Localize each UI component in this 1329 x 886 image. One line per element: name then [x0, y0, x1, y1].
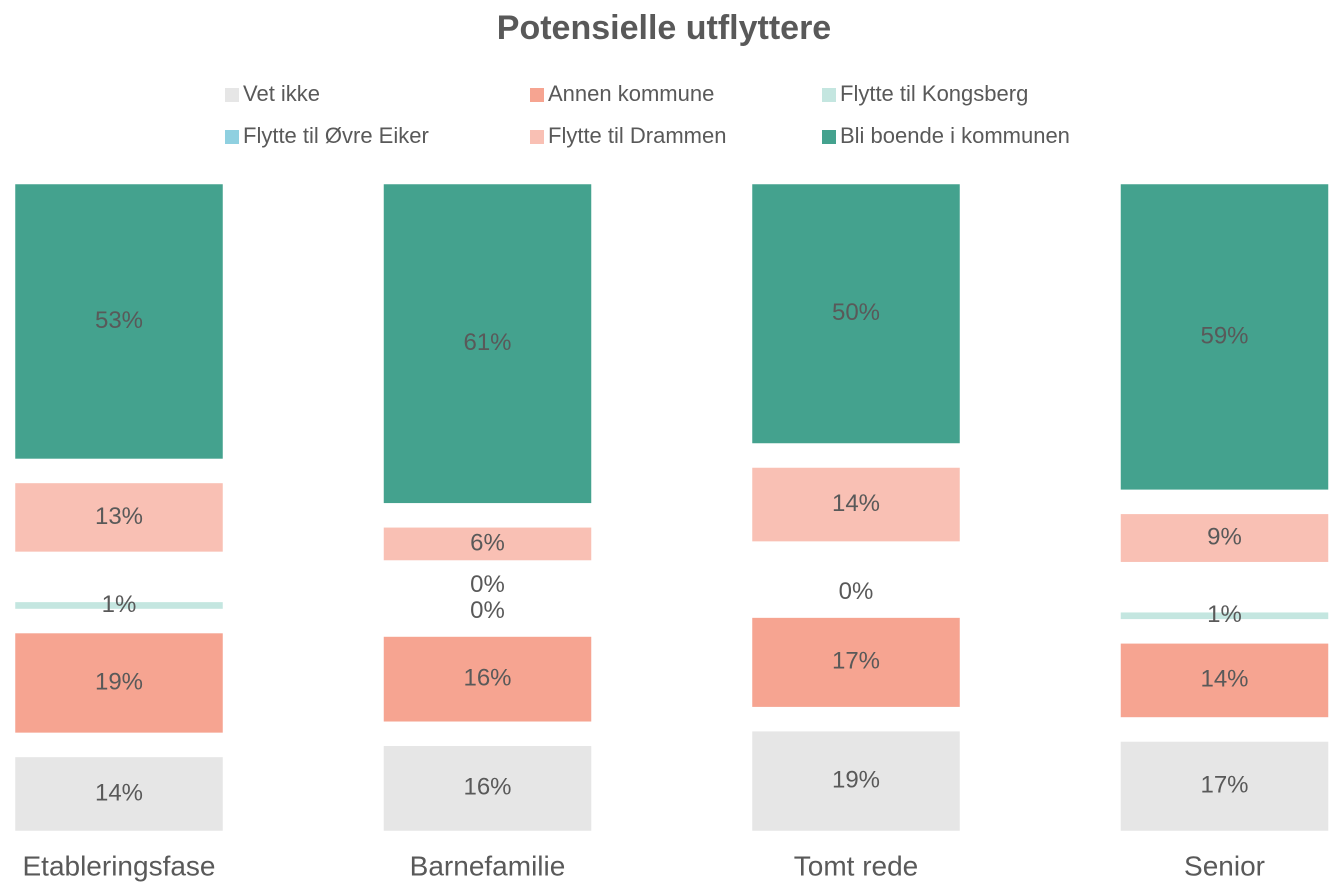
data-label: 1% [102, 591, 137, 618]
bar-segment [1120, 184, 1329, 490]
legend-label: Flytte til Øvre Eiker [243, 123, 429, 148]
bar-segment [1120, 612, 1329, 620]
x-tick-label: Tomt rede [794, 850, 919, 881]
bar-segment [15, 757, 223, 831]
legend-label: Vet ikke [243, 81, 320, 106]
data-label: 6% [470, 529, 505, 556]
bar-segment [15, 483, 223, 552]
bar-segment [383, 636, 592, 722]
legend-swatch [225, 88, 239, 102]
data-label: 1% [1207, 601, 1242, 628]
data-label: 61% [463, 329, 511, 356]
bar-segment [1120, 643, 1329, 718]
bar-segment [752, 731, 960, 831]
data-label: 50% [832, 299, 880, 326]
data-label: 0% [839, 578, 874, 605]
data-label: 14% [832, 490, 880, 517]
data-label: 17% [832, 648, 880, 675]
bar-segment [15, 184, 223, 459]
bar-segment [383, 184, 592, 504]
data-label: 14% [1200, 666, 1248, 693]
bar-segment [383, 746, 592, 831]
data-label: 17% [1200, 772, 1248, 799]
legend-swatch [530, 130, 544, 144]
x-tick-label: Senior [1184, 850, 1265, 881]
data-label: 13% [95, 503, 143, 530]
bar-segment [1120, 514, 1329, 562]
data-label: 19% [832, 766, 880, 793]
legend-label: Flytte til Kongsberg [840, 81, 1028, 106]
legend-swatch [822, 88, 836, 102]
bar-segment [15, 633, 223, 733]
legend-label: Annen kommune [548, 81, 714, 106]
chart-title: Potensielle utflyttere [497, 9, 831, 47]
x-tick-label: Etableringsfase [22, 850, 215, 881]
bar-segment [752, 617, 960, 707]
data-label: 0% [470, 571, 505, 598]
bar-segment [752, 467, 960, 542]
legend-label: Flytte til Drammen [548, 123, 726, 148]
bar-segment [383, 527, 592, 561]
data-label: 19% [95, 668, 143, 695]
legend-swatch [822, 130, 836, 144]
bar-segment [15, 602, 223, 609]
data-label: 0% [470, 597, 505, 624]
data-label: 16% [463, 774, 511, 801]
data-label: 9% [1207, 523, 1242, 550]
bar-segment [752, 184, 960, 444]
legend-swatch [225, 130, 239, 144]
data-label: 16% [463, 664, 511, 691]
data-label: 59% [1200, 322, 1248, 349]
legend-label: Bli boende i kommunen [840, 123, 1070, 148]
data-label: 14% [95, 779, 143, 806]
legend-swatch [530, 88, 544, 102]
data-label: 53% [95, 307, 143, 334]
x-tick-label: Barnefamilie [410, 850, 566, 881]
bar-segment [1120, 741, 1329, 831]
